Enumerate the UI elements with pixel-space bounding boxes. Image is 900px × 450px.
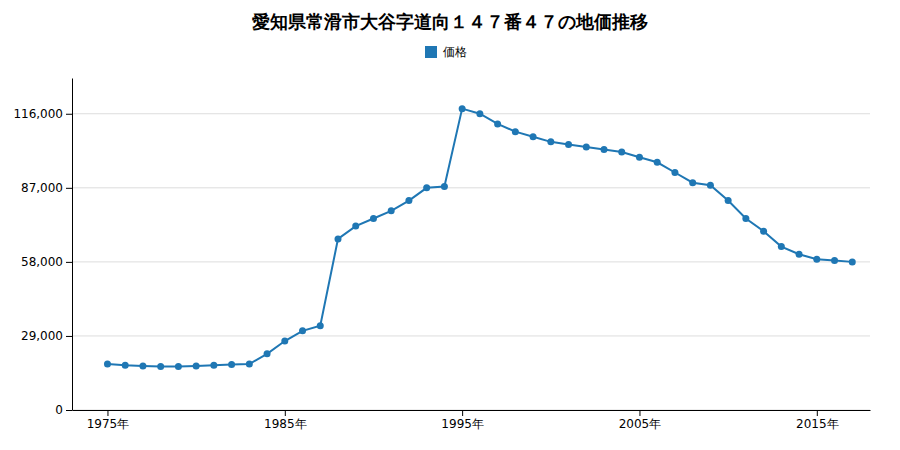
point [725, 197, 732, 204]
grid-line [72, 261, 870, 262]
point [494, 120, 501, 127]
point [352, 223, 359, 230]
tick-mark [285, 410, 286, 416]
point [530, 133, 537, 140]
point [441, 183, 448, 190]
point [299, 327, 306, 334]
tick-mark [66, 262, 72, 263]
marks [104, 105, 856, 370]
tick-mark [66, 336, 72, 337]
tick-label: 87,000 [21, 181, 63, 195]
tick-label: 58,000 [21, 255, 63, 269]
point [139, 363, 146, 370]
point [618, 149, 625, 156]
tick-label: 1975年 [87, 417, 130, 431]
point [175, 363, 182, 370]
point [476, 110, 483, 117]
point [370, 215, 377, 222]
legend: 価格 [425, 45, 467, 59]
grid-line [72, 410, 870, 411]
plot-area: 1975年 1985年 1995年 2005年 2015年 0 29,000 58,000 87… [13, 79, 870, 431]
tick-mark [639, 410, 640, 416]
grid-line [72, 113, 870, 114]
tick: 1975年 [87, 410, 130, 431]
point [281, 338, 288, 345]
point [193, 363, 200, 370]
title: 愛知県常滑市大谷字道向１４７番４７の地価推移 [252, 11, 648, 32]
tick: 58,000 [21, 255, 72, 269]
tick-label: 1985年 [264, 417, 307, 431]
point [104, 361, 111, 368]
point [228, 361, 235, 368]
point [742, 215, 749, 222]
point [636, 154, 643, 161]
point [831, 257, 838, 264]
legend-label: 価格 [443, 45, 467, 59]
point [423, 184, 430, 191]
point [778, 243, 785, 250]
point [512, 128, 519, 135]
chart: 1975年 1985年 1995年 2005年 2015年 0 29,000 58,000 87… [0, 0, 900, 450]
tick-mark [462, 410, 463, 416]
tick-mark [66, 410, 72, 411]
point [565, 141, 572, 148]
tick: 1985年 [264, 410, 307, 431]
tick: 87,000 [21, 181, 72, 195]
legend-swatch [425, 46, 437, 58]
tick-label: 116,000 [13, 107, 63, 121]
axis-line [73, 410, 871, 411]
point [388, 207, 395, 214]
point [317, 322, 324, 329]
line [107, 109, 852, 367]
grid-line [72, 187, 870, 188]
point [707, 182, 714, 189]
tick-mark [107, 410, 108, 416]
point [813, 256, 820, 263]
point [459, 105, 466, 112]
point [405, 197, 412, 204]
tick-mark [66, 114, 72, 115]
point [760, 228, 767, 235]
tick-mark [66, 188, 72, 189]
point [246, 361, 253, 368]
axis-line [72, 79, 73, 411]
point [849, 258, 856, 265]
y-axis: 0 29,000 58,000 87,000 116,000 [13, 79, 72, 418]
point [583, 143, 590, 150]
tick: 2005年 [619, 410, 662, 431]
point [335, 235, 342, 242]
point [671, 169, 678, 176]
tick-label: 2005年 [619, 417, 662, 431]
point [122, 362, 129, 369]
point [689, 179, 696, 186]
point [264, 350, 271, 357]
x-axis: 1975年 1985年 1995年 2005年 2015年 [73, 410, 871, 431]
grid-line [72, 335, 870, 336]
point [157, 363, 164, 370]
tick-mark [817, 410, 818, 416]
tick: 0 [55, 403, 72, 417]
point [547, 138, 554, 145]
point [210, 362, 217, 369]
tick-label: 29,000 [21, 329, 63, 343]
tick-label: 1995年 [441, 417, 484, 431]
tick: 2015年 [796, 410, 839, 431]
tick-label: 0 [55, 403, 63, 417]
point [601, 146, 608, 153]
tick: 116,000 [13, 107, 72, 121]
tick: 1995年 [441, 410, 484, 431]
tick: 29,000 [21, 329, 72, 343]
point [796, 251, 803, 258]
point [654, 159, 661, 166]
legend-item: 価格 [425, 45, 467, 59]
tick-label: 2015年 [796, 417, 839, 431]
